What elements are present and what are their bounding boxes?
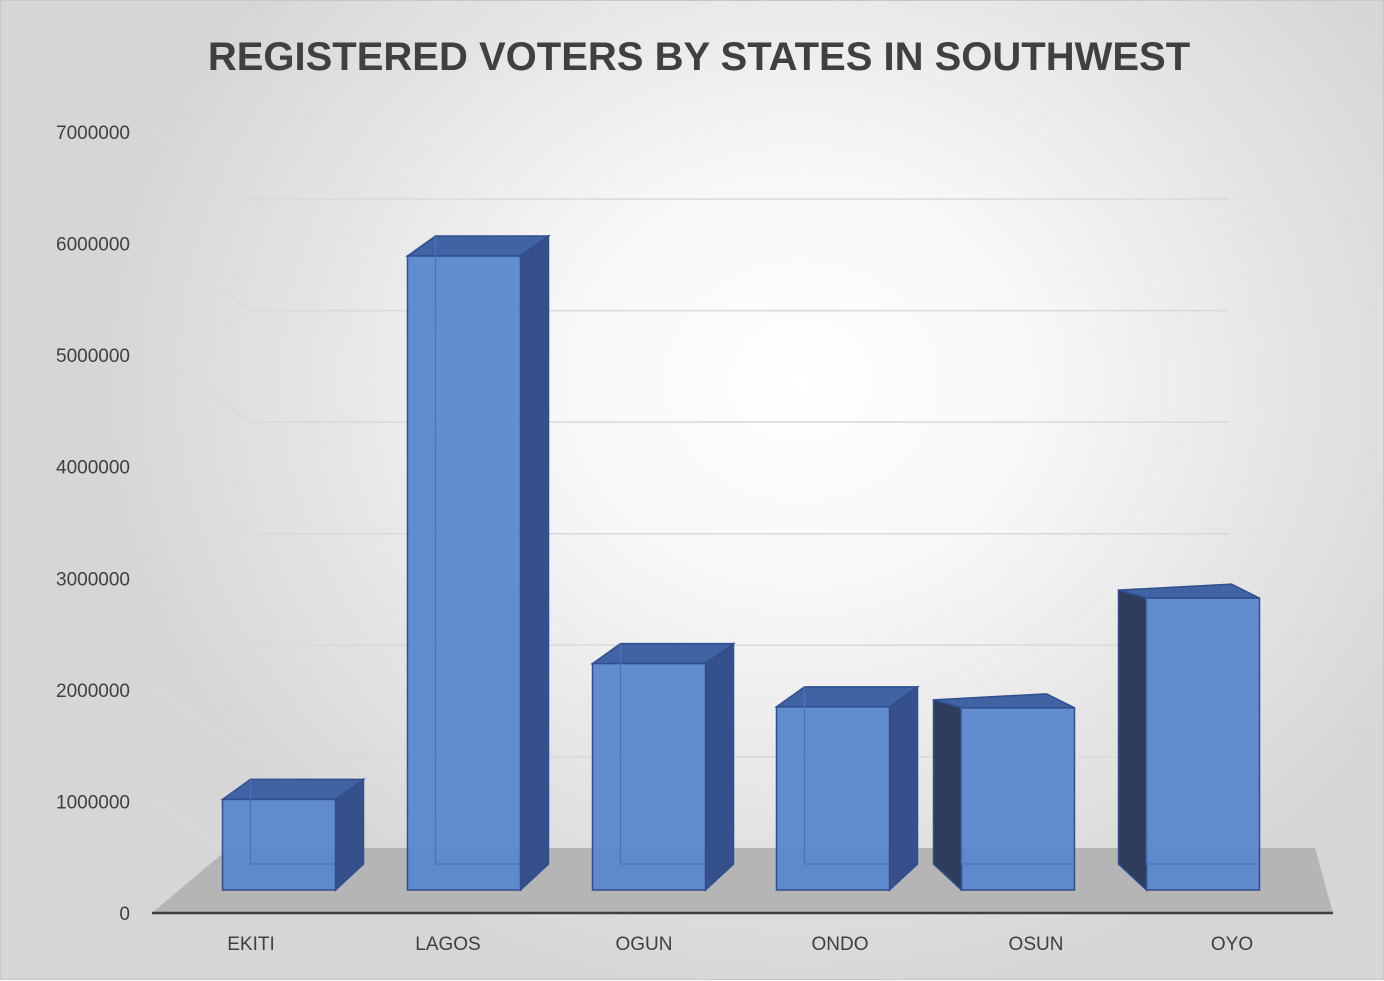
bar-side [519,234,550,892]
bar-side [1117,589,1148,892]
bar-front [221,798,337,891]
x-tick-label: OGUN [616,934,673,955]
gridline-diagonal [155,689,252,758]
bar-ogun [590,642,736,892]
y-tick-label: 2000000 [56,681,130,702]
bar-front [775,706,891,891]
y-tick-label: 7000000 [56,123,130,144]
bar-front [960,707,1076,891]
x-tick-label: OYO [1211,934,1253,955]
bars [220,234,1261,892]
bar-inner-edge [249,779,336,865]
x-tick-label: EKITI [227,934,275,955]
y-tick-label: 6000000 [56,235,130,256]
gridline-diagonal [155,131,252,200]
bar-ondo [774,685,920,892]
bar-inner-edge [619,643,706,865]
gridline-diagonal [155,354,252,423]
bar-inner-edge [434,236,521,865]
bar-front [591,662,707,891]
gridline-diagonal [155,577,252,646]
bar-osun [932,693,1076,892]
gridline-diagonal [155,466,252,535]
chart-title: REGISTERED VOTERS BY STATES IN SOUTHWEST [207,35,1191,79]
y-tick-label: 1000000 [56,792,130,813]
bar-side [888,685,919,892]
bar-side [704,642,735,892]
bar-inner-edge [1145,598,1260,865]
bar-front [406,255,522,891]
bar-inner-edge [803,686,890,865]
x-tick-label: LAGOS [415,934,480,955]
bar-top [1118,583,1260,599]
bar-inner-edge [960,707,1075,865]
bar-lagos [405,234,551,892]
bar-ekiti [220,777,366,892]
x-tick-label: ONDO [812,934,869,955]
y-tick-labels: 0 1000000 2000000 3000000 4000000 5000000 6000… [56,123,130,925]
y-tick-label: 4000000 [56,458,130,479]
y-tick-label: 3000000 [56,569,130,590]
gridline-diagonal [155,242,252,312]
bar-top [933,693,1075,709]
y-tick-label: 5000000 [56,346,130,367]
x-tick-label: OSUN [1009,934,1064,955]
y-tick-label: 0 [119,904,130,925]
bar-side [932,698,963,892]
bar-front [1145,597,1261,891]
bar-oyo [1117,583,1261,892]
x-tick-labels: EKITI LAGOS OGUN ONDO OSUN OYO [227,934,1253,955]
